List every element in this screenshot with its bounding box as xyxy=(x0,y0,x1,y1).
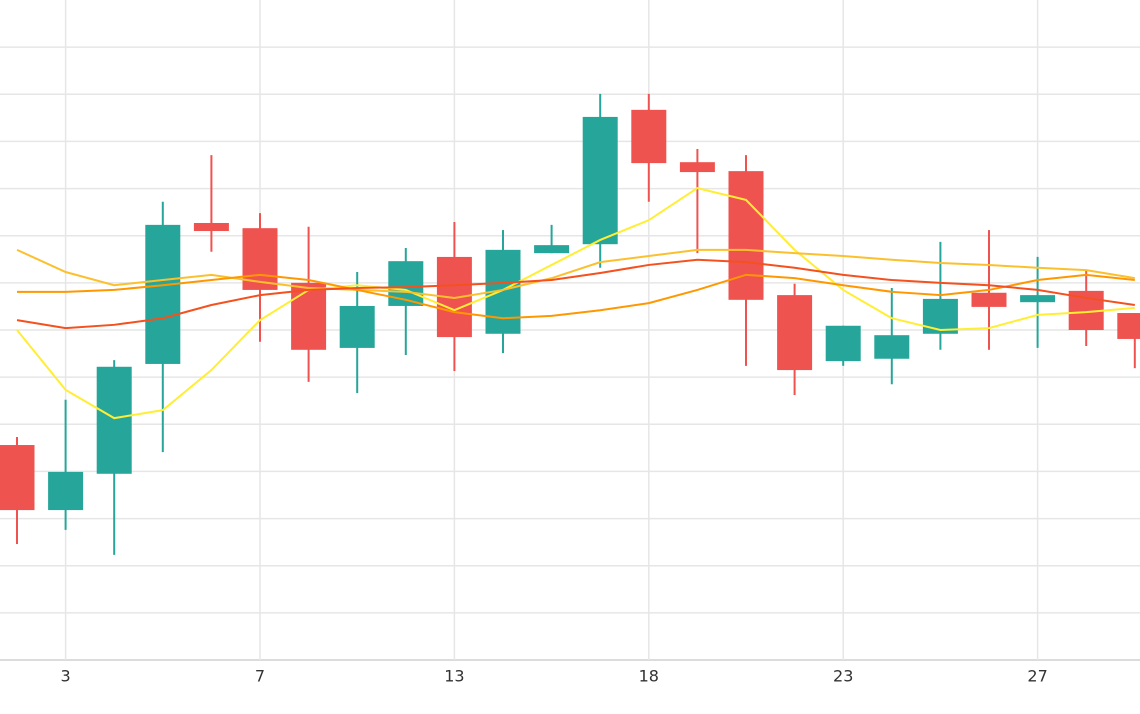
candle-body xyxy=(874,335,910,359)
x-tick-label: 3 xyxy=(61,667,71,686)
candle-body xyxy=(145,224,181,364)
candle-body xyxy=(679,162,715,173)
candle-body xyxy=(631,109,667,164)
x-tick-label: 7 xyxy=(255,667,265,686)
candle-body xyxy=(971,292,1007,307)
candle-body xyxy=(48,471,84,511)
x-tick-label: 27 xyxy=(1027,667,1047,686)
candle-body xyxy=(1117,313,1140,339)
moving-average-line xyxy=(17,273,1135,320)
moving-average-line xyxy=(16,187,1135,420)
candle-body xyxy=(388,261,424,306)
x-tick-label: 18 xyxy=(639,667,659,686)
candle-body xyxy=(825,325,861,362)
candle-body xyxy=(339,305,375,348)
candle-body xyxy=(193,222,229,231)
candle-body xyxy=(728,171,764,300)
candle-body xyxy=(291,282,327,350)
x-tick-label: 23 xyxy=(833,667,853,686)
moving-average-line xyxy=(16,248,1135,299)
candle-body xyxy=(534,245,570,254)
candle-body xyxy=(0,445,35,511)
moving-average-line xyxy=(16,258,1135,330)
candle-body xyxy=(582,116,618,245)
x-tick-label: 13 xyxy=(444,667,464,686)
candle-body xyxy=(96,366,132,474)
candle-body xyxy=(1020,295,1056,303)
candle-body xyxy=(777,295,813,371)
